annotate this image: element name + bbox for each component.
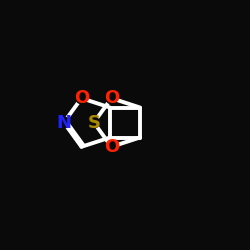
Circle shape [106,93,117,104]
Circle shape [76,93,87,104]
Text: O: O [74,89,89,107]
Text: S: S [87,114,100,132]
Circle shape [88,117,99,128]
Circle shape [58,117,69,128]
Text: O: O [104,138,119,156]
Circle shape [106,141,117,152]
Text: N: N [56,114,71,132]
Text: O: O [104,89,119,107]
